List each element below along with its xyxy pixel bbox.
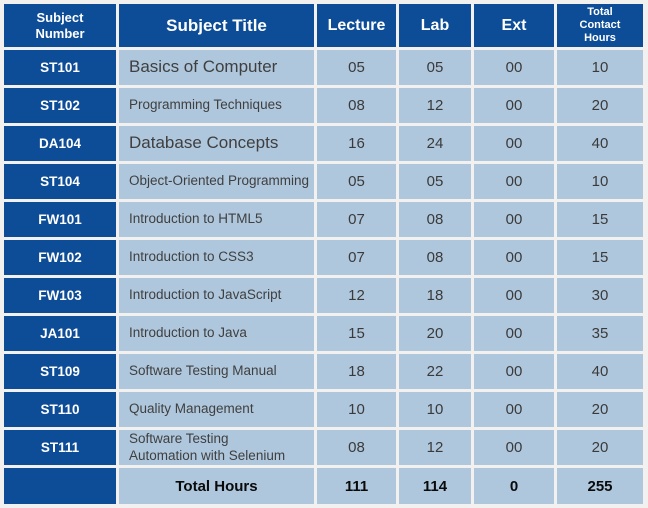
lecture-hours-cell: 16 (317, 126, 396, 161)
lab-hours-cell: 18 (399, 278, 471, 313)
subject-title-cell: Introduction to HTML5 (119, 202, 314, 237)
table-row: ST110 Quality Management 10 10 00 20 (4, 392, 643, 427)
lab-hours-cell: 08 (399, 202, 471, 237)
subject-title-cell: Introduction to Java (119, 316, 314, 351)
table-row: ST111 Software Testing Automation with Se… (4, 430, 643, 465)
lab-hours-cell: 22 (399, 354, 471, 389)
lecture-hours-cell: 07 (317, 240, 396, 275)
column-header-subject-number: Subject Number (4, 4, 116, 47)
totals-ext-cell: 0 (474, 468, 554, 504)
lecture-hours-cell: 05 (317, 50, 396, 85)
lab-hours-cell: 24 (399, 126, 471, 161)
lecture-hours-cell: 07 (317, 202, 396, 237)
table-row: ST109 Software Testing Manual 18 22 00 40 (4, 354, 643, 389)
ext-hours-cell: 00 (474, 430, 554, 465)
subject-title-cell: Software Testing Manual (119, 354, 314, 389)
lecture-hours-cell: 15 (317, 316, 396, 351)
subject-number-cell: ST102 (4, 88, 116, 123)
total-hours-cell: 15 (557, 240, 643, 275)
column-header-ext: Ext (474, 4, 554, 47)
ext-hours-cell: 00 (474, 354, 554, 389)
lab-hours-cell: 20 (399, 316, 471, 351)
table-row: ST101 Basics of Computer 05 05 00 10 (4, 50, 643, 85)
total-hours-cell: 20 (557, 88, 643, 123)
subject-title-cell: Quality Management (119, 392, 314, 427)
lab-hours-cell: 05 (399, 164, 471, 199)
ext-hours-cell: 00 (474, 50, 554, 85)
subject-title-cell: Software Testing Automation with Seleniu… (119, 430, 314, 465)
subject-title-cell: Introduction to CSS3 (119, 240, 314, 275)
totals-label-cell: Total Hours (119, 468, 314, 504)
ext-hours-cell: 00 (474, 392, 554, 427)
column-header-subject-title: Subject Title (119, 4, 314, 47)
column-header-lecture: Lecture (317, 4, 396, 47)
subject-number-cell: ST111 (4, 430, 116, 465)
table-row: JA101 Introduction to Java 15 20 00 35 (4, 316, 643, 351)
subject-title-cell: Programming Techniques (119, 88, 314, 123)
total-hours-cell: 35 (557, 316, 643, 351)
totals-row: Total Hours 111 114 0 255 (4, 468, 643, 504)
totals-lab-cell: 114 (399, 468, 471, 504)
subject-number-cell: FW101 (4, 202, 116, 237)
total-hours-cell: 15 (557, 202, 643, 237)
table-row: FW102 Introduction to CSS3 07 08 00 15 (4, 240, 643, 275)
total-hours-cell: 40 (557, 354, 643, 389)
ext-hours-cell: 00 (474, 126, 554, 161)
table-row: DA104 Database Concepts 16 24 00 40 (4, 126, 643, 161)
subject-number-cell: ST101 (4, 50, 116, 85)
subject-number-cell: ST110 (4, 392, 116, 427)
total-hours-cell: 10 (557, 164, 643, 199)
lab-hours-cell: 08 (399, 240, 471, 275)
totals-total-cell: 255 (557, 468, 643, 504)
ext-hours-cell: 00 (474, 164, 554, 199)
totals-lecture-cell: 111 (317, 468, 396, 504)
table-row: FW103 Introduction to JavaScript 12 18 00 30 (4, 278, 643, 313)
subject-title-cell: Object-Oriented Programming (119, 164, 314, 199)
lecture-hours-cell: 05 (317, 164, 396, 199)
subject-number-cell: ST104 (4, 164, 116, 199)
total-hours-cell: 20 (557, 392, 643, 427)
column-header-lab: Lab (399, 4, 471, 47)
lab-hours-cell: 12 (399, 430, 471, 465)
total-hours-cell: 20 (557, 430, 643, 465)
subject-number-cell: DA104 (4, 126, 116, 161)
lab-hours-cell: 05 (399, 50, 471, 85)
subject-number-cell: FW103 (4, 278, 116, 313)
total-hours-cell: 10 (557, 50, 643, 85)
ext-hours-cell: 00 (474, 202, 554, 237)
header-row: Subject Number Subject Title Lecture Lab… (4, 4, 643, 47)
ext-hours-cell: 00 (474, 240, 554, 275)
lab-hours-cell: 12 (399, 88, 471, 123)
subject-title-cell: Database Concepts (119, 126, 314, 161)
ext-hours-cell: 00 (474, 88, 554, 123)
table-row: FW101 Introduction to HTML5 07 08 00 15 (4, 202, 643, 237)
total-hours-cell: 40 (557, 126, 643, 161)
ext-hours-cell: 00 (474, 278, 554, 313)
subject-number-cell: FW102 (4, 240, 116, 275)
subject-number-cell: JA101 (4, 316, 116, 351)
lecture-hours-cell: 18 (317, 354, 396, 389)
subject-number-cell: ST109 (4, 354, 116, 389)
total-hours-cell: 30 (557, 278, 643, 313)
lecture-hours-cell: 12 (317, 278, 396, 313)
subject-title-cell: Basics of Computer (119, 50, 314, 85)
totals-empty-cell (4, 468, 116, 504)
lecture-hours-cell: 08 (317, 88, 396, 123)
column-header-total-contact-hours: Total Contact Hours (557, 4, 643, 47)
lecture-hours-cell: 10 (317, 392, 396, 427)
lecture-hours-cell: 08 (317, 430, 396, 465)
subject-title-cell: Introduction to JavaScript (119, 278, 314, 313)
table-row: ST102 Programming Techniques 08 12 00 20 (4, 88, 643, 123)
ext-hours-cell: 00 (474, 316, 554, 351)
table-row: ST104 Object-Oriented Programming 05 05 00 10 (4, 164, 643, 199)
lab-hours-cell: 10 (399, 392, 471, 427)
